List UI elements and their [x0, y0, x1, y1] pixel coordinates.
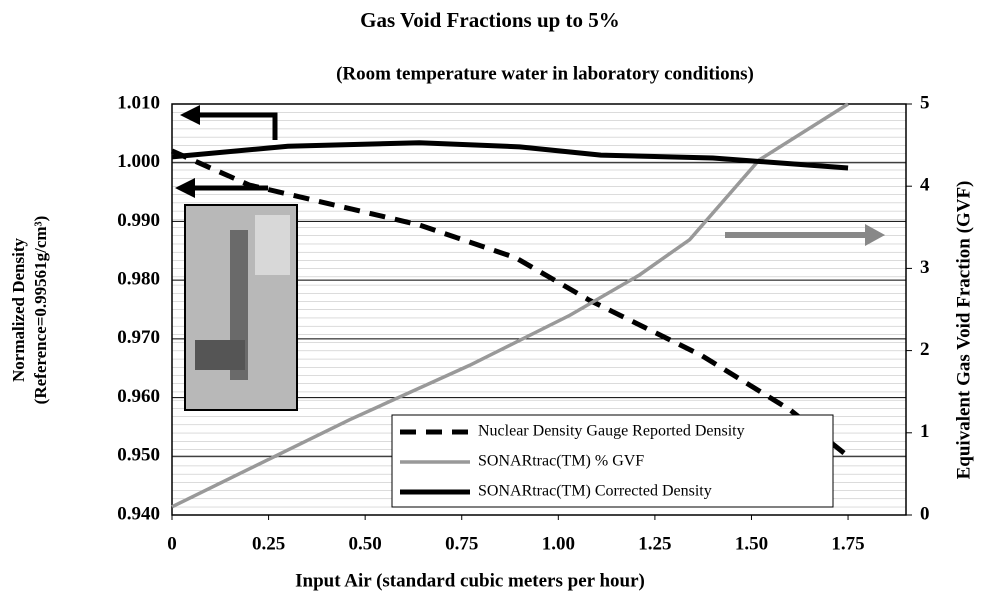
x-tick-label: 0.50: [349, 533, 382, 554]
legend-label: Nuclear Density Gauge Reported Density: [478, 423, 745, 440]
y2-tick-label: 4: [920, 175, 930, 196]
y-tick-label: 0.970: [117, 327, 160, 348]
y2-tick-label: 1: [920, 421, 930, 442]
y-tick-label: 1.000: [117, 151, 160, 172]
y-axis-title: Normalized Density: [9, 238, 28, 383]
y2-tick-label: 0: [920, 503, 930, 524]
arrows: [175, 105, 885, 246]
y2-tick-label: 5: [920, 92, 930, 113]
legend-label: SONARtrac(TM) % GVF: [478, 453, 644, 470]
series-line: [171, 102, 849, 509]
x-tick-label: 1.75: [831, 533, 864, 554]
x-tick-label: 0.25: [252, 533, 285, 554]
x-tick-label: 1.25: [638, 533, 671, 554]
plot-frame: [171, 103, 907, 516]
series-line: [171, 140, 849, 171]
y-tick-label: 1.010: [117, 92, 160, 113]
x-tick-label: 1.50: [735, 533, 768, 554]
x-tick-label: 0.75: [445, 533, 478, 554]
x-axis-title: Input Air (standard cubic meters per hou…: [295, 570, 645, 591]
y-axis-title: (Reference=0.99561g/cm³): [31, 216, 50, 405]
y2-tick-label: 3: [920, 257, 930, 278]
chart-title: Gas Void Fractions up to 5%: [360, 8, 620, 32]
y-tick-label: 0.950: [117, 445, 160, 466]
y-tick-label: 0.980: [117, 269, 160, 290]
photo-inset: [184, 204, 298, 411]
series-line: [170, 148, 850, 459]
chart-subtitle: (Room temperature water in laboratory co…: [336, 63, 754, 84]
y-tick-label: 0.990: [117, 210, 160, 231]
y-tick-label: 0.960: [117, 386, 160, 407]
y2-tick-label: 2: [920, 339, 930, 360]
y-tick-label: 0.940: [117, 503, 160, 524]
y2-axis-title: Equivalent Gas Void Fraction (GVF): [953, 181, 974, 480]
x-tick-label: 1.00: [542, 533, 575, 554]
x-tick-label: 0: [167, 533, 177, 554]
legend-label: SONARtrac(TM) Corrected Density: [478, 483, 712, 500]
